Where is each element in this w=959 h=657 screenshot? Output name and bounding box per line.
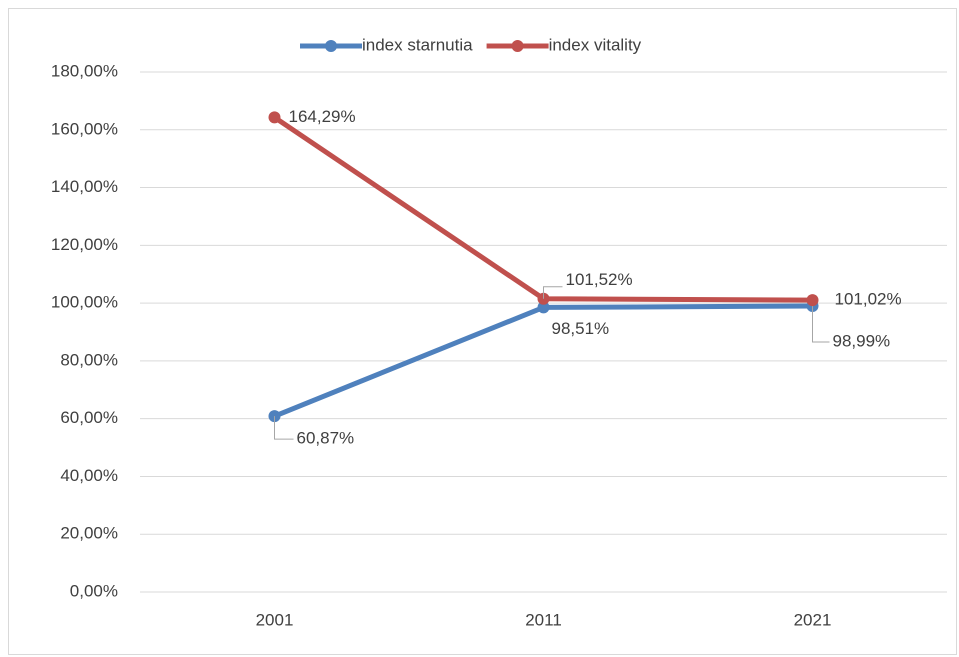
data-label: 60,87% xyxy=(297,429,355,448)
y-tick-label: 80,00% xyxy=(60,350,118,369)
y-tick-label: 140,00% xyxy=(51,177,118,196)
data-label: 101,02% xyxy=(835,290,902,309)
y-tick-label: 160,00% xyxy=(51,119,118,138)
x-tick-label: 2001 xyxy=(256,610,294,629)
data-label: 98,99% xyxy=(833,332,891,351)
x-tick-label: 2011 xyxy=(525,610,562,629)
data-label: 164,29% xyxy=(289,107,356,126)
x-tick-label: 2021 xyxy=(794,610,832,629)
legend-label: index vitality xyxy=(549,35,642,54)
y-tick-label: 0,00% xyxy=(70,581,118,600)
y-tick-label: 60,00% xyxy=(60,408,118,427)
leader-line xyxy=(812,306,830,343)
leader-line xyxy=(274,416,294,440)
data-point xyxy=(806,294,819,307)
y-tick-label: 100,00% xyxy=(51,293,118,312)
legend-label: index starnutia xyxy=(362,35,473,54)
legend-marker xyxy=(511,40,524,52)
y-tick-label: 20,00% xyxy=(60,524,118,543)
data-point xyxy=(268,111,281,124)
y-tick-label: 120,00% xyxy=(51,235,118,254)
y-tick-label: 40,00% xyxy=(60,466,118,485)
legend-marker xyxy=(325,40,337,52)
data-label: 101,52% xyxy=(566,270,633,289)
data-label: 98,51% xyxy=(552,319,610,338)
data-point xyxy=(537,301,550,314)
leader-line xyxy=(543,286,563,299)
y-tick-label: 180,00% xyxy=(51,61,118,80)
